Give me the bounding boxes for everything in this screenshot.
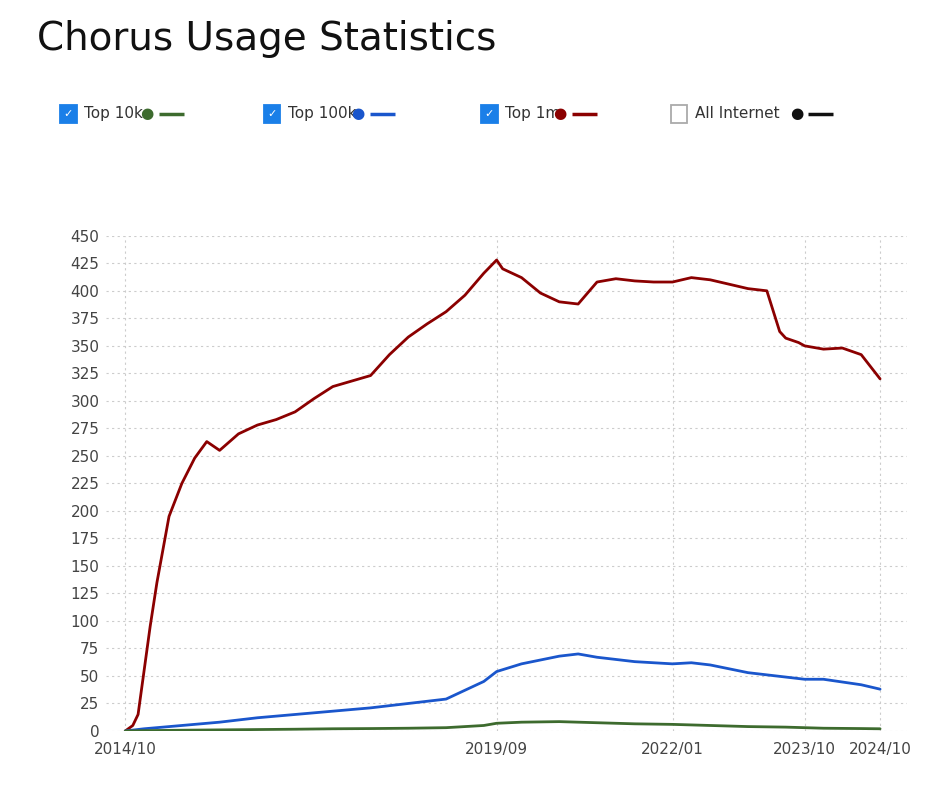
Text: Top 100k: Top 100k: [288, 106, 356, 122]
Text: ●: ●: [553, 106, 566, 122]
Text: ✓: ✓: [267, 109, 277, 119]
Text: ●: ●: [790, 106, 803, 122]
Text: Top 10k: Top 10k: [84, 106, 143, 122]
Text: ●: ●: [140, 106, 154, 122]
Text: ●: ●: [352, 106, 364, 122]
Text: ✓: ✓: [485, 109, 494, 119]
Text: Top 1m: Top 1m: [505, 106, 561, 122]
Text: ✓: ✓: [64, 109, 73, 119]
Text: All Internet: All Internet: [695, 106, 779, 122]
Text: Chorus Usage Statistics: Chorus Usage Statistics: [37, 20, 497, 57]
